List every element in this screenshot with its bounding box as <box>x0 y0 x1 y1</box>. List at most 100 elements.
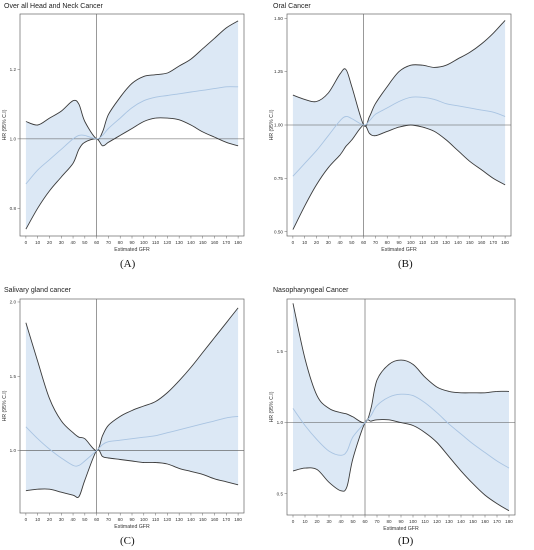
x-tick-label: 110 <box>419 240 427 245</box>
upper-ci-line <box>292 20 506 127</box>
x-tick-label: 160 <box>481 519 489 524</box>
y-tick-label: 1.25 <box>274 69 283 74</box>
panel-c: Salivary gland cancer 0 10 20 30 40 50 60 70 80 9… <box>0 275 267 550</box>
y-tick-label: 0.50 <box>274 229 283 234</box>
y-tick-label: 1.5 <box>10 374 17 379</box>
x-tick-label: 170 <box>489 240 497 245</box>
panel-b: Oral Cancer 0 10 20 30 40 50 60 70 80 90 100 110 120… <box>267 0 534 275</box>
x-tick-label: 50 <box>350 519 356 524</box>
x-tick-label: 150 <box>199 517 207 522</box>
x-tick-label: 180 <box>234 240 242 245</box>
x-tick-label: 100 <box>140 240 148 245</box>
panel-a: Over all Head and Neck Cancer 0 10 20 30 40 5… <box>0 0 267 275</box>
y-tick-label: 1.5 <box>277 349 284 354</box>
x-tick-label: 180 <box>501 240 509 245</box>
x-tick-label: 60 <box>361 240 367 245</box>
y-tick-label: 1.0 <box>277 420 284 425</box>
upper-ci-line <box>25 307 239 452</box>
x-tick-label: 40 <box>70 240 76 245</box>
y-axis-label: HR (95% C.I) <box>2 109 8 140</box>
x-tick-label: 20 <box>314 240 320 245</box>
x-tick-label: 50 <box>349 240 355 245</box>
x-tick-label: 10 <box>302 519 308 524</box>
x-tick-label: 150 <box>199 240 207 245</box>
x-tick-label: 60 <box>362 519 368 524</box>
x-tick-label: 90 <box>398 519 404 524</box>
x-tick-label: 50 <box>82 517 88 522</box>
x-axis-label: Estimated GFR <box>383 526 419 532</box>
x-tick-label: 170 <box>222 240 230 245</box>
x-tick-label: 160 <box>478 240 486 245</box>
x-tick-label: 30 <box>59 240 65 245</box>
chart-d: 0 10 20 30 40 50 60 70 80 90 100 110 120 130 140 150 160… <box>269 298 516 532</box>
x-tick-label: 90 <box>129 517 135 522</box>
x-tick-label: 20 <box>47 240 53 245</box>
x-tick-label: 180 <box>505 519 513 524</box>
panel-label: (A) <box>120 258 136 270</box>
panel-d: Nasopharyngeal Cancer 0 10 20 30 40 50 60 70 80 9… <box>267 275 534 550</box>
x-tick-label: 40 <box>338 519 344 524</box>
y-tick-label: 2.0 <box>10 300 17 305</box>
lower-ci-line <box>25 449 239 499</box>
x-tick-label: 170 <box>493 519 501 524</box>
panel-title: Over all Head and Neck Cancer <box>4 3 103 10</box>
x-tick-label: 160 <box>211 240 219 245</box>
hr-line <box>292 393 510 469</box>
x-tick-label: 40 <box>70 517 76 522</box>
x-tick-label: 0 <box>25 240 28 245</box>
y-tick-label: 1.00 <box>274 123 283 128</box>
x-tick-label: 110 <box>152 517 160 522</box>
chart-b: 0 10 20 30 40 50 60 70 80 90 100 110 120 130 140 150 160… <box>269 13 512 253</box>
panel-label: (C) <box>120 535 135 547</box>
lower-ci-line <box>292 419 510 512</box>
x-tick-label: 10 <box>302 240 308 245</box>
x-tick-label: 50 <box>82 240 88 245</box>
panel-title: Oral Cancer <box>273 3 311 10</box>
x-tick-label: 40 <box>337 240 343 245</box>
x-tick-label: 170 <box>222 517 230 522</box>
hr-line <box>292 96 506 177</box>
chart-a: 0 10 20 30 40 50 60 70 80 90 100 110 120 130 140 150 160… <box>2 13 245 253</box>
x-tick-label: 80 <box>386 519 392 524</box>
x-tick-label: 20 <box>47 517 53 522</box>
y-tick-label: 1.50 <box>274 16 283 21</box>
x-tick-label: 60 <box>94 517 100 522</box>
confidence-band <box>25 20 239 230</box>
x-tick-label: 140 <box>187 240 195 245</box>
x-tick-label: 100 <box>140 517 148 522</box>
x-tick-label: 80 <box>118 240 124 245</box>
panel-label: (D) <box>398 535 414 547</box>
x-tick-label: 70 <box>106 240 112 245</box>
x-tick-label: 130 <box>445 519 453 524</box>
x-axis-label: Estimated GFR <box>381 247 417 253</box>
y-axis-label: HR (95% C.I) <box>2 390 8 421</box>
x-tick-label: 110 <box>421 519 429 524</box>
x-tick-label: 70 <box>373 240 379 245</box>
x-tick-label: 140 <box>187 517 195 522</box>
x-tick-label: 0 <box>292 240 295 245</box>
x-tick-label: 130 <box>175 240 183 245</box>
x-tick-label: 30 <box>326 240 332 245</box>
x-tick-label: 30 <box>59 517 65 522</box>
x-tick-label: 70 <box>106 517 112 522</box>
x-axis-label: Estimated GFR <box>114 247 150 253</box>
x-tick-label: 70 <box>374 519 380 524</box>
confidence-band <box>293 303 509 511</box>
hr-line <box>25 415 239 467</box>
y-tick-label: 1.0 <box>10 448 17 453</box>
x-tick-label: 10 <box>35 517 41 522</box>
y-tick-label: 0.75 <box>274 176 283 181</box>
x-tick-label: 150 <box>469 519 477 524</box>
x-tick-label: 130 <box>442 240 450 245</box>
x-tick-label: 90 <box>396 240 402 245</box>
x-tick-label: 80 <box>118 517 124 522</box>
y-tick-label: 1.2 <box>10 67 17 72</box>
x-tick-label: 90 <box>129 240 135 245</box>
x-tick-label: 120 <box>431 240 439 245</box>
y-axis-label: HR (95% C.I) <box>269 109 275 140</box>
y-tick-label: 1.0 <box>10 136 17 141</box>
x-tick-label: 130 <box>175 517 183 522</box>
x-tick-label: 140 <box>454 240 462 245</box>
panel-title: Salivary gland cancer <box>4 287 71 294</box>
x-tick-label: 110 <box>152 240 160 245</box>
